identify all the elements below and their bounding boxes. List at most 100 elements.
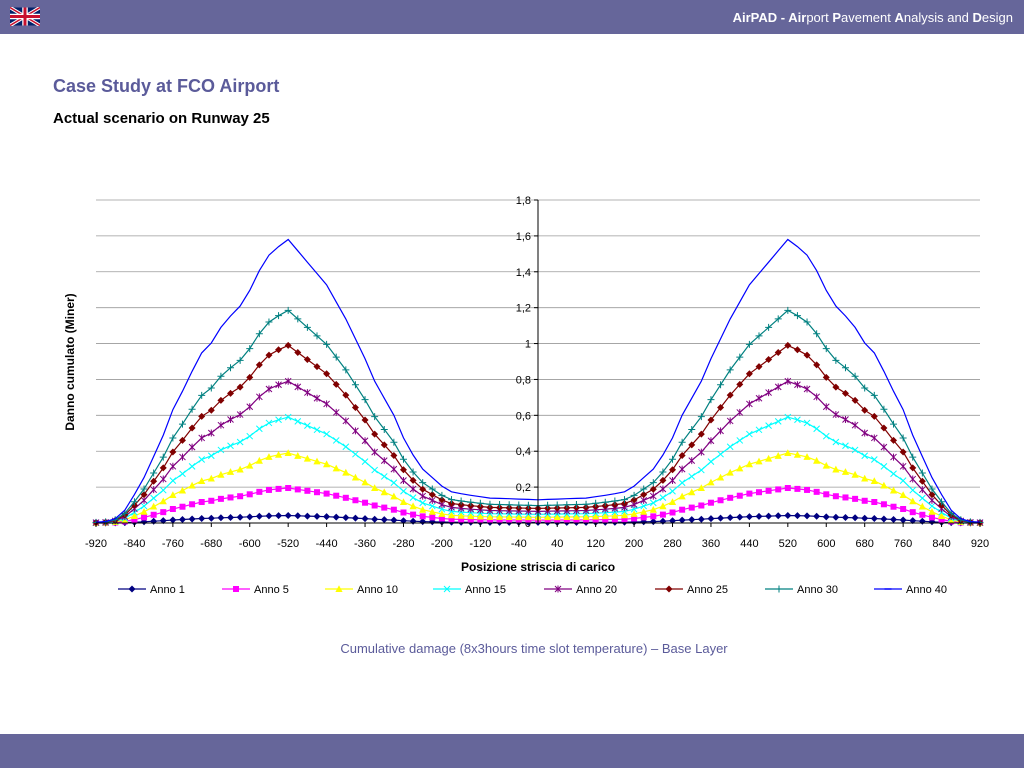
- data-point: [573, 516, 580, 523]
- data-point: [428, 485, 436, 493]
- data-point: [275, 416, 282, 424]
- data-point: [217, 396, 225, 404]
- data-point: [678, 492, 686, 500]
- data-point: [899, 491, 907, 499]
- chart-caption: Cumulative damage (8x3hours time slot te…: [340, 641, 728, 656]
- data-point: [659, 494, 667, 501]
- data-point: [304, 487, 311, 494]
- data-point: [736, 380, 744, 388]
- x-tick-label: -760: [162, 538, 184, 550]
- data-point: [342, 514, 350, 522]
- data-point: [861, 452, 869, 460]
- data-point: [342, 494, 349, 501]
- data-point: [649, 492, 657, 500]
- y-tick-label: 1,8: [516, 195, 531, 207]
- data-point: [303, 323, 311, 331]
- data-point: [803, 385, 811, 393]
- data-point: [601, 512, 609, 520]
- data-point: [822, 345, 830, 353]
- data-point: [909, 509, 916, 516]
- data-point: [371, 502, 378, 509]
- data-point: [871, 499, 878, 506]
- data-point: [756, 489, 762, 496]
- x-tick-label: -520: [277, 538, 299, 550]
- data-point: [198, 499, 205, 506]
- data-point: [351, 473, 360, 481]
- data-point: [554, 585, 562, 593]
- data-point: [630, 496, 638, 504]
- data-point: [428, 502, 436, 510]
- data-point: [189, 501, 196, 508]
- data-point: [361, 478, 369, 486]
- data-point: [284, 413, 292, 421]
- data-point: [188, 463, 196, 470]
- x-tick-label: 600: [817, 538, 835, 550]
- data-point: [697, 515, 705, 523]
- data-point: [870, 514, 878, 522]
- data-point: [380, 516, 388, 524]
- data-point: [304, 422, 311, 429]
- data-point: [803, 512, 811, 520]
- data-point: [313, 332, 321, 340]
- x-tick-label: -600: [239, 538, 261, 550]
- data-point: [621, 516, 628, 523]
- data-point: [236, 513, 244, 521]
- data-point: [332, 353, 340, 361]
- data-point: [678, 516, 686, 524]
- data-point: [323, 490, 330, 497]
- data-point: [649, 505, 657, 513]
- data-point: [303, 512, 311, 520]
- data-point: [659, 502, 667, 510]
- data-point: [889, 486, 898, 494]
- data-point: [323, 340, 331, 348]
- data-point: [323, 370, 331, 378]
- x-tick-label: -920: [85, 538, 107, 550]
- data-point: [284, 377, 292, 385]
- data-point: [775, 486, 782, 493]
- brand-segment: esign: [981, 10, 1013, 25]
- data-point: [150, 517, 158, 525]
- data-point: [179, 470, 186, 478]
- data-point: [265, 419, 273, 427]
- data-point: [505, 501, 513, 509]
- data-point: [399, 466, 407, 474]
- uk-flag-icon[interactable]: [10, 7, 40, 26]
- data-point: [476, 499, 484, 507]
- data-point: [274, 450, 283, 458]
- data-point: [409, 485, 417, 493]
- data-point: [390, 451, 398, 459]
- data-point: [390, 479, 398, 487]
- data-point: [774, 512, 782, 520]
- data-point: [371, 430, 379, 438]
- legend-label: Anno 40: [906, 584, 947, 596]
- data-point: [179, 503, 186, 510]
- data-point: [294, 512, 302, 520]
- data-point: [233, 586, 239, 592]
- data-point: [841, 389, 849, 397]
- data-point: [832, 411, 840, 419]
- y-axis-title: Danno cumulato (Miner): [63, 293, 77, 430]
- data-point: [649, 485, 657, 493]
- data-point: [419, 485, 427, 493]
- data-point: [736, 437, 744, 444]
- data-point: [130, 512, 139, 520]
- data-point: [793, 450, 802, 458]
- x-tick-label: 280: [663, 538, 681, 550]
- data-point: [803, 351, 811, 359]
- data-point: [755, 512, 763, 520]
- legend-label: Anno 5: [254, 584, 289, 596]
- data-point: [178, 436, 186, 444]
- data-point: [217, 495, 224, 502]
- top-bar: AirPAD - Airport Pavement Analysis and D…: [0, 0, 1024, 34]
- data-point: [697, 413, 705, 421]
- data-point: [823, 491, 830, 498]
- data-point: [890, 420, 898, 428]
- data-point: [726, 391, 734, 399]
- data-point: [361, 437, 369, 445]
- legend-label: Anno 10: [357, 584, 398, 596]
- data-point: [457, 497, 465, 505]
- data-point: [592, 499, 600, 507]
- data-point: [150, 494, 158, 502]
- data-point: [861, 384, 869, 392]
- data-point: [832, 383, 840, 391]
